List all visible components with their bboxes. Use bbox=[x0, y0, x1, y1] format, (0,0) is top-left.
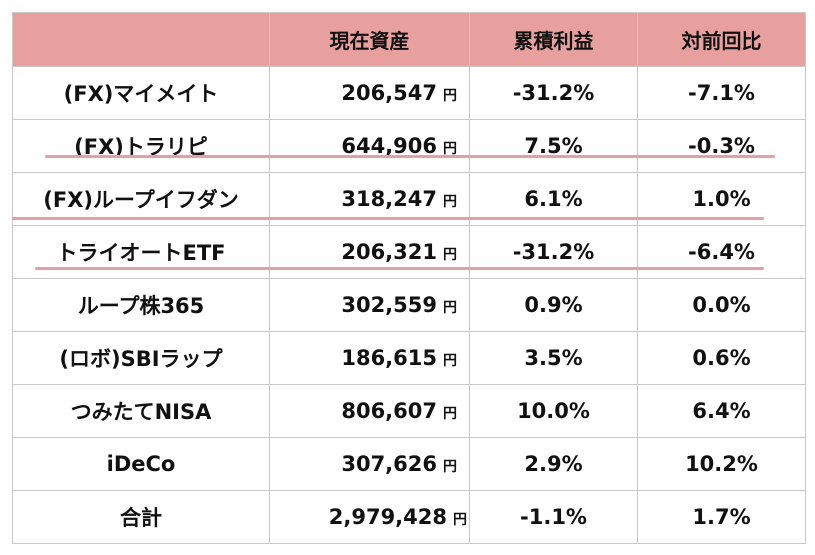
asset-table: 現在資産 累積利益 対前回比 (FX)マイメイト 206,547 円 -31.2%… bbox=[12, 12, 806, 544]
header-row: 現在資産 累積利益 対前回比 bbox=[12, 12, 806, 67]
total-vs-previous: 1.7% bbox=[637, 490, 806, 544]
total-cumulative: -1.1% bbox=[469, 490, 638, 544]
row-value: 206,321 円 bbox=[269, 225, 470, 279]
row-value: 307,626 円 bbox=[269, 437, 470, 491]
table-row: つみたてNISA 806,607 円 10.0% 6.4% bbox=[12, 384, 806, 438]
table-row: (FX)マイメイト 206,547 円 -31.2% -7.1% bbox=[12, 66, 806, 120]
yen-unit: 円 bbox=[443, 141, 457, 157]
row-vs-previous: 10.2% bbox=[637, 437, 806, 491]
row-vs-previous: -7.1% bbox=[637, 66, 806, 120]
row-cumulative: 3.5% bbox=[469, 331, 638, 385]
table-row: (ロボ)SBIラップ 186,615 円 3.5% 0.6% bbox=[12, 331, 806, 385]
total-row: 合計 2,979,428 円 -1.1% 1.7% bbox=[12, 490, 806, 544]
header-vs-previous: 対前回比 bbox=[637, 12, 806, 67]
row-vs-previous: 0.6% bbox=[637, 331, 806, 385]
row-name: (FX)トラリピ bbox=[12, 119, 270, 173]
row-cumulative: 0.9% bbox=[469, 278, 638, 332]
row-cumulative: -31.2% bbox=[469, 66, 638, 120]
row-vs-previous: -0.3% bbox=[637, 119, 806, 173]
header-cumulative-profit: 累積利益 bbox=[469, 12, 638, 67]
row-cumulative: 7.5% bbox=[469, 119, 638, 173]
highlight-underline-triauto bbox=[35, 267, 764, 270]
asset-summary: 現在資産 累積利益 対前回比 (FX)マイメイト 206,547 円 -31.2%… bbox=[12, 12, 806, 544]
total-value: 2,979,428 円 bbox=[269, 490, 470, 544]
yen-unit: 円 bbox=[443, 194, 457, 210]
row-cumulative: 2.9% bbox=[469, 437, 638, 491]
value-amount: 206,547 bbox=[341, 81, 437, 105]
row-value: 806,607 円 bbox=[269, 384, 470, 438]
row-value: 302,559 円 bbox=[269, 278, 470, 332]
value-amount: 186,615 bbox=[341, 346, 437, 370]
row-name: (FX)マイメイト bbox=[12, 66, 270, 120]
value-amount: 2,979,428 bbox=[328, 505, 447, 529]
row-cumulative: 10.0% bbox=[469, 384, 638, 438]
yen-unit: 円 bbox=[453, 512, 467, 528]
row-name: つみたてNISA bbox=[12, 384, 270, 438]
yen-unit: 円 bbox=[443, 247, 457, 263]
row-vs-previous: 6.4% bbox=[637, 384, 806, 438]
yen-unit: 円 bbox=[443, 459, 457, 475]
yen-unit: 円 bbox=[443, 88, 457, 104]
row-name: (ロボ)SBIラップ bbox=[12, 331, 270, 385]
yen-unit: 円 bbox=[443, 353, 457, 369]
table-row: ループ株365 302,559 円 0.9% 0.0% bbox=[12, 278, 806, 332]
yen-unit: 円 bbox=[443, 406, 457, 422]
table-row: (FX)トラリピ 644,906 円 7.5% -0.3% bbox=[12, 119, 806, 173]
row-vs-previous: 0.0% bbox=[637, 278, 806, 332]
row-value: 186,615 円 bbox=[269, 331, 470, 385]
row-value: 206,547 円 bbox=[269, 66, 470, 120]
value-amount: 302,559 bbox=[341, 293, 437, 317]
value-amount: 206,321 bbox=[341, 240, 437, 264]
row-cumulative: -31.2% bbox=[469, 225, 638, 279]
row-name: iDeCo bbox=[12, 437, 270, 491]
yen-unit: 円 bbox=[443, 300, 457, 316]
row-value: 644,906 円 bbox=[269, 119, 470, 173]
table-row: トライオートETF 206,321 円 -31.2% -6.4% bbox=[12, 225, 806, 279]
highlight-underline-toraripi bbox=[45, 155, 775, 158]
highlight-underline-loopifdan bbox=[12, 217, 764, 220]
value-amount: 806,607 bbox=[341, 399, 437, 423]
value-amount: 318,247 bbox=[341, 187, 437, 211]
row-vs-previous: -6.4% bbox=[637, 225, 806, 279]
value-amount: 644,906 bbox=[341, 134, 437, 158]
value-amount: 307,626 bbox=[341, 452, 437, 476]
row-name: ループ株365 bbox=[12, 278, 270, 332]
header-blank bbox=[12, 12, 270, 67]
header-current-assets: 現在資産 bbox=[269, 12, 470, 67]
total-label: 合計 bbox=[12, 490, 270, 544]
row-name: トライオートETF bbox=[12, 225, 270, 279]
table-row: iDeCo 307,626 円 2.9% 10.2% bbox=[12, 437, 806, 491]
